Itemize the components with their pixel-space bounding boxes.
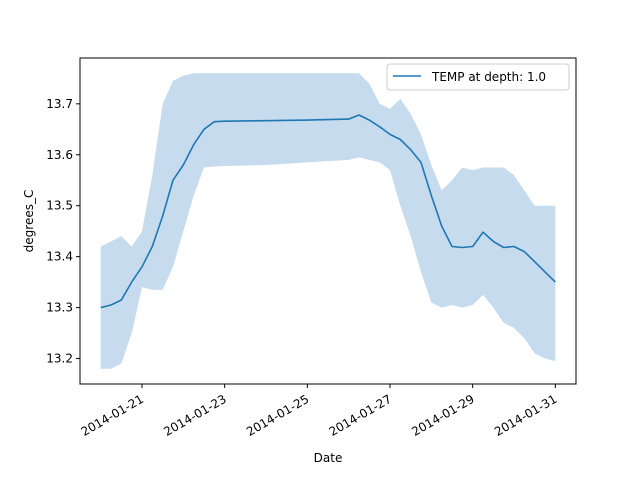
- x-axis-label: Date: [314, 451, 343, 465]
- y-tick-label: 13.7: [46, 97, 73, 111]
- legend-label: TEMP at depth: 1.0: [431, 70, 546, 84]
- legend-box: [386, 63, 570, 91]
- series-line-layer: [100, 114, 556, 309]
- y-tick-label: 13.4: [46, 250, 73, 264]
- plot-frame: [79, 57, 577, 385]
- y-axis-ticks: 13.2 13.3 13.4 13.5 13.6 13.7: [46, 97, 80, 366]
- y-axis-label: degrees_C: [22, 190, 36, 253]
- y-tick-label: 13.6: [46, 148, 73, 162]
- legend: TEMP at depth: 1.0: [386, 63, 570, 91]
- confidence-band: [100, 73, 556, 369]
- y-tick-label: 13.5: [46, 199, 73, 213]
- y-tick-label: 13.3: [46, 301, 73, 315]
- y-tick-label: 13.2: [46, 352, 73, 366]
- confidence-band-layer: [100, 73, 556, 369]
- series-line: [100, 114, 556, 309]
